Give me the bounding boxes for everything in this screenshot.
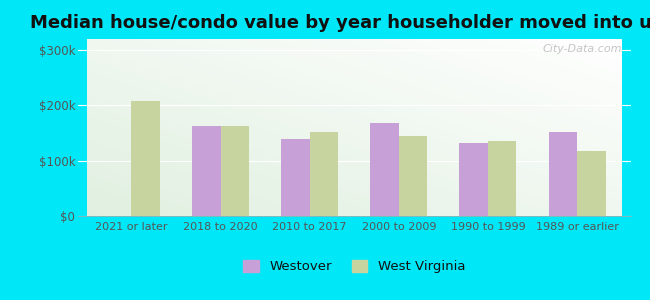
Bar	[309, 132, 338, 216]
Bar	[192, 126, 220, 216]
Bar	[488, 141, 517, 216]
Bar	[131, 101, 160, 216]
Bar	[220, 126, 249, 216]
Bar	[577, 151, 606, 216]
Bar	[460, 143, 488, 216]
Bar	[370, 123, 399, 216]
Bar	[281, 139, 309, 216]
Text: City-Data.com: City-Data.com	[543, 44, 622, 54]
Title: Median house/condo value by year householder moved into unit: Median house/condo value by year househo…	[29, 14, 650, 32]
Bar	[399, 136, 427, 216]
Bar	[549, 132, 577, 216]
Legend: Westover, West Virginia: Westover, West Virginia	[238, 254, 471, 278]
